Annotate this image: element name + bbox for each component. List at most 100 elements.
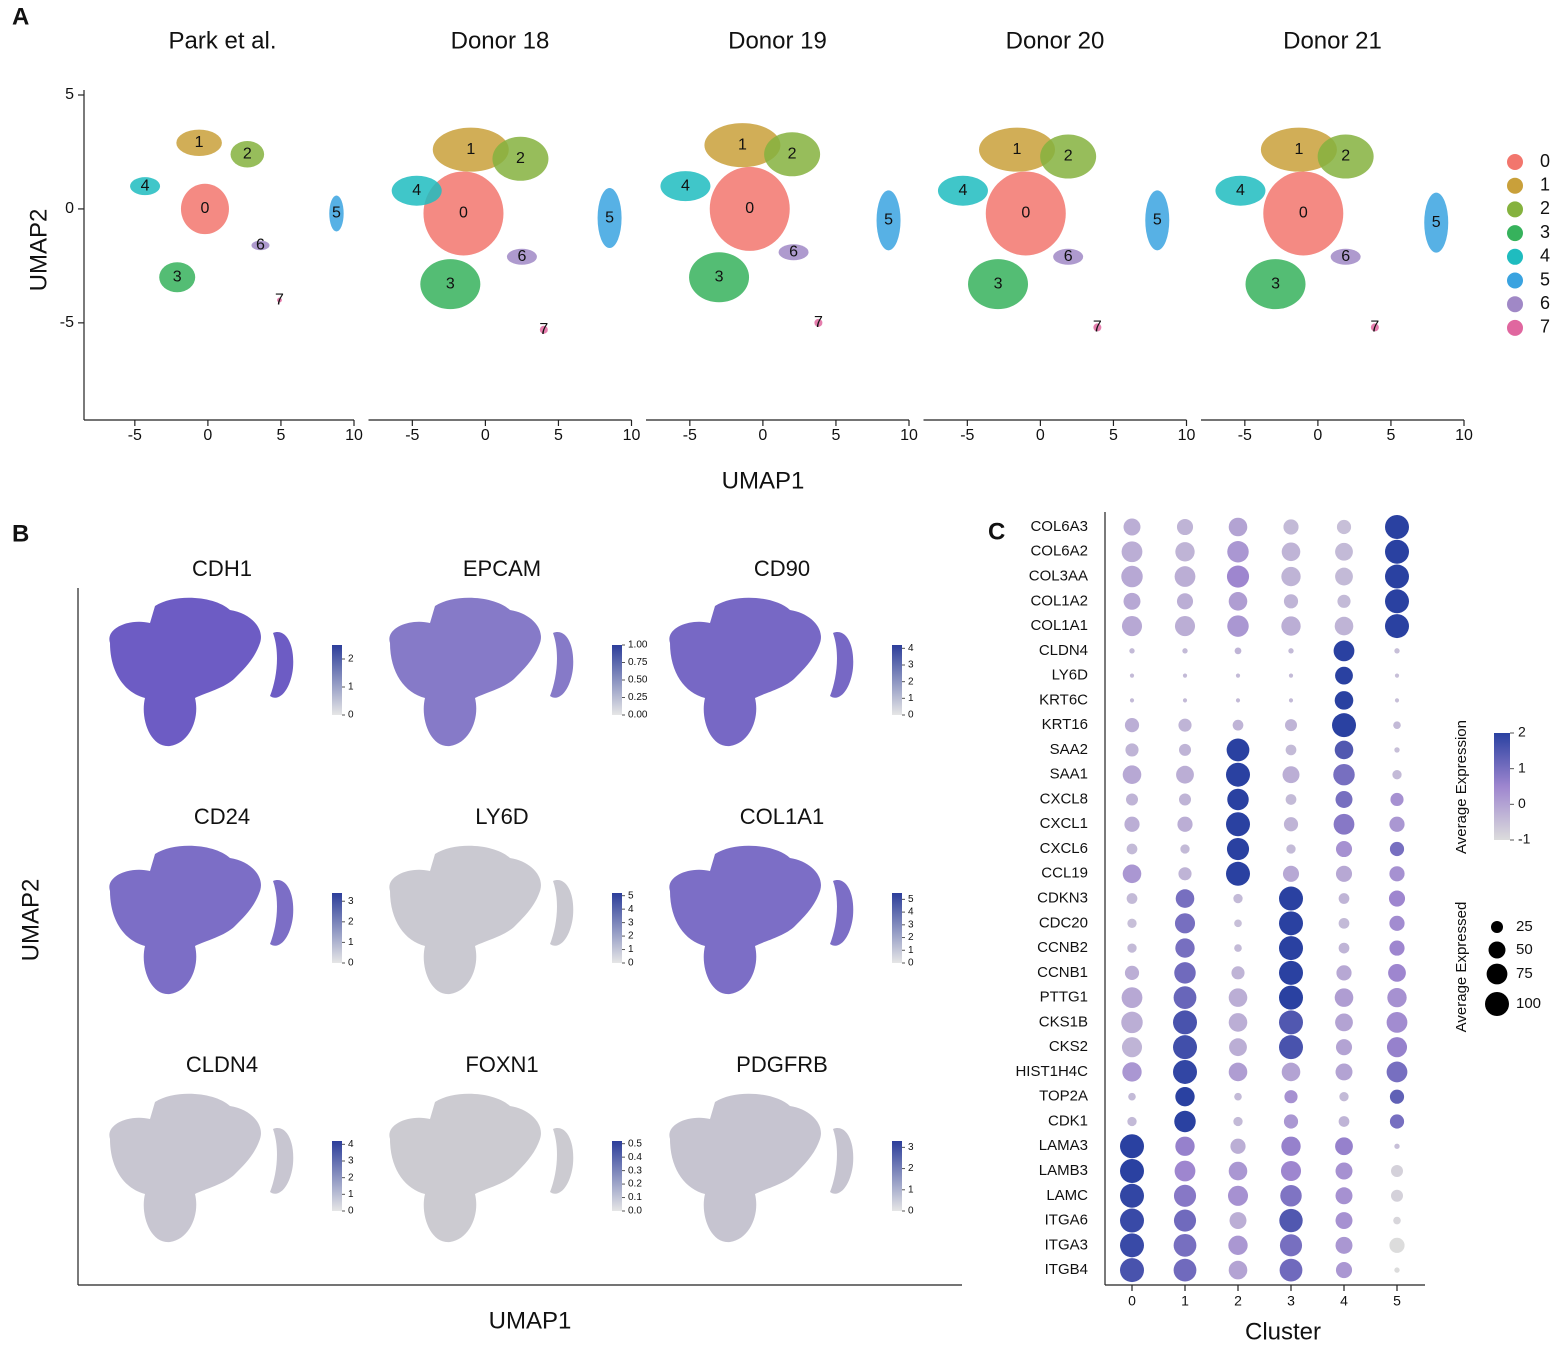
cluster-label: 5 <box>884 212 893 229</box>
dot <box>1335 666 1353 685</box>
colorbar-tick-label: 0.4 <box>628 1152 642 1163</box>
cluster-label: 2 <box>1341 148 1350 165</box>
gene-label: CLDN4 <box>1039 642 1088 659</box>
colorbar-tick-label: 2 <box>908 676 914 687</box>
dot <box>1288 698 1294 703</box>
dot <box>1279 1035 1303 1060</box>
dot <box>1129 673 1135 678</box>
dot <box>1228 1235 1248 1256</box>
colorbar <box>332 893 342 963</box>
dot <box>1283 594 1299 609</box>
dot <box>1120 1183 1144 1208</box>
feature-title: CD90 <box>754 556 810 581</box>
colorbar <box>612 1141 622 1211</box>
cluster-cloud <box>689 252 750 303</box>
colorbar-tick-label: 1 <box>348 937 354 948</box>
y-axis-label: UMAP2 <box>17 879 44 962</box>
cluster-cloud <box>1317 134 1374 179</box>
gene-label: COL6A2 <box>1030 543 1088 560</box>
cluster-label: 5 <box>605 209 614 226</box>
legend-label: 1 <box>1540 174 1550 194</box>
dot <box>1389 866 1405 882</box>
dot <box>1121 987 1143 1009</box>
colorbar-tick-label: 3 <box>628 917 634 928</box>
colorbar-tick-label: 0 <box>908 1206 914 1217</box>
dot <box>1235 673 1241 678</box>
dot <box>1386 1037 1408 1058</box>
dot <box>1386 1012 1408 1033</box>
cluster-cloud <box>814 318 823 327</box>
dot <box>1120 1134 1144 1159</box>
dot <box>1229 1038 1247 1057</box>
feature-umap <box>669 597 854 747</box>
colorbar <box>332 645 342 715</box>
dot <box>1283 1114 1299 1129</box>
dot <box>1335 1236 1353 1254</box>
dot <box>1385 614 1409 639</box>
legend-label: 0 <box>1540 151 1550 171</box>
cluster-label: 3 <box>446 275 455 292</box>
colorbar-tick-label: 3 <box>348 1156 354 1167</box>
cluster-cloud <box>251 240 270 251</box>
cluster-cloud <box>1093 323 1102 332</box>
dot <box>1336 519 1352 535</box>
colorbar-tick-label: 0 <box>348 958 354 969</box>
dot <box>1279 1234 1303 1257</box>
cluster-label: 5 <box>1432 214 1441 231</box>
x-tick-label: 10 <box>1178 427 1196 444</box>
dot <box>1174 566 1196 587</box>
dot <box>1226 812 1250 837</box>
dot <box>1279 911 1303 936</box>
dot <box>1232 719 1244 731</box>
colorbar-tick-label: 1 <box>348 1189 354 1200</box>
cluster-cloud <box>1215 175 1266 206</box>
dot <box>1182 673 1188 678</box>
x-tick-label: -5 <box>960 427 974 444</box>
dot <box>1173 1184 1197 1207</box>
dot <box>1227 615 1249 637</box>
dot <box>1121 616 1143 637</box>
colorbar <box>892 893 902 963</box>
dot <box>1173 1233 1197 1257</box>
cluster-label: 0 <box>1299 205 1308 222</box>
panel-label: C <box>988 518 1005 545</box>
cluster-label: 3 <box>173 269 182 286</box>
dot <box>1227 541 1249 563</box>
dot <box>1338 893 1350 904</box>
cluster-cloud <box>1260 127 1337 172</box>
legend-swatch <box>1507 248 1523 265</box>
feature-title: FOXN1 <box>465 1052 538 1077</box>
panel-label: B <box>12 520 29 547</box>
gene-label: HIST1H4C <box>1015 1063 1088 1080</box>
dot <box>1285 744 1297 756</box>
dot <box>1333 640 1355 662</box>
dot <box>1284 1090 1298 1104</box>
dot <box>1335 567 1353 586</box>
dot <box>1176 593 1194 610</box>
dot <box>1127 1116 1137 1127</box>
dot <box>1336 965 1352 981</box>
size-legend-label: 75 <box>1516 965 1533 982</box>
gene-label: CDC20 <box>1039 914 1088 931</box>
x-tick-label: 10 <box>345 427 363 444</box>
dot <box>1279 886 1303 911</box>
dot <box>1335 1162 1353 1180</box>
dot <box>1281 1062 1301 1082</box>
colorbar-tick-label: 2 <box>1518 724 1526 740</box>
dot <box>1391 1165 1403 1178</box>
x-tick-label: 0 <box>1128 1293 1136 1309</box>
colorbar <box>612 893 622 963</box>
dot <box>1122 1062 1142 1082</box>
dot <box>1234 1092 1242 1101</box>
dot <box>1121 565 1143 588</box>
dot <box>1335 1187 1353 1205</box>
colorbar <box>612 645 622 715</box>
x-axis-label: Cluster <box>1245 1318 1321 1345</box>
dot <box>1226 837 1250 861</box>
cluster-cloud <box>704 123 781 168</box>
y-tick-label: 0 <box>65 200 74 217</box>
cluster-label: 0 <box>201 200 210 217</box>
size-legend-dot <box>1488 941 1506 959</box>
dot <box>1126 843 1138 855</box>
dot <box>1394 747 1400 753</box>
